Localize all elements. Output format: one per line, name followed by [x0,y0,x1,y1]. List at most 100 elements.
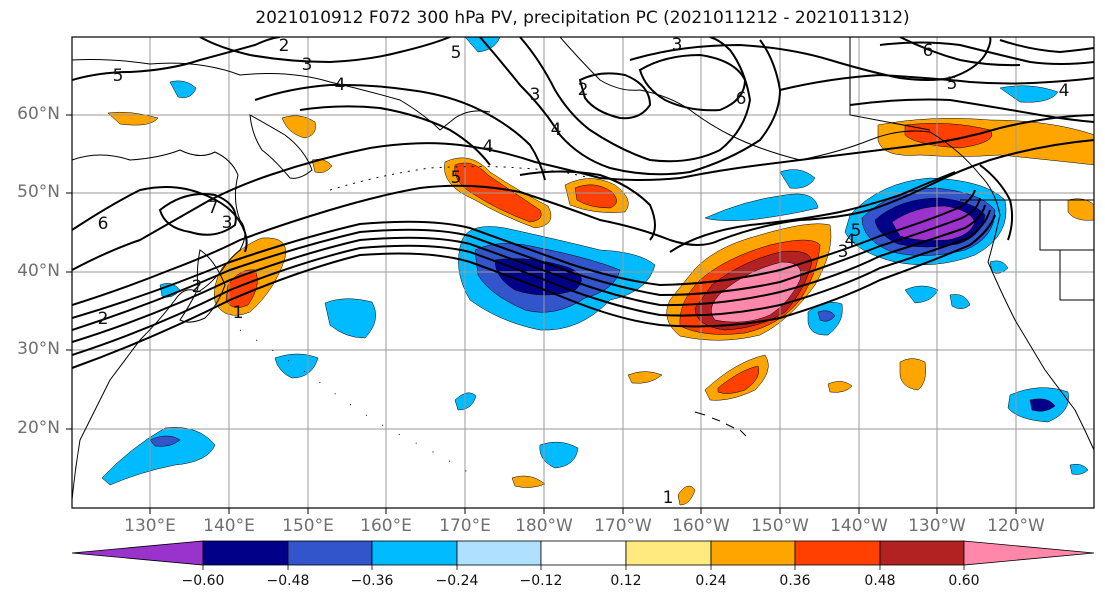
precip-positive-area [574,184,617,209]
precip-negative-area [1029,398,1056,412]
pv-contour-line [519,170,656,241]
contour-label: 2 [98,309,109,329]
contour-label: 1 [233,303,244,323]
colorbar-segment [710,540,796,566]
colorbar-extend-low [71,540,204,566]
precip-positive-area [711,261,802,323]
pv-contour-line [72,197,981,331]
pv-contour-line [158,193,237,236]
pv-contour-line [254,83,546,181]
precip-positive-area [281,115,316,139]
precip-negative-area [324,298,376,339]
pv-contour-line [72,114,1094,271]
precip-positive-area [1067,198,1094,221]
lon-label-120w: 120°W [987,516,1045,536]
colorbar-tick-label: −0.36 [350,573,394,589]
map-title: 2021010912 F072 300 hPa PV, precipitatio… [255,8,910,28]
axis-ticks [66,114,1017,514]
contour-label: 4 [483,137,494,157]
siberia-coastline [72,59,491,131]
lon-label-150w: 150°W [751,516,809,536]
contour-label: 4 [845,231,856,251]
contour-label: 2 [192,277,203,297]
contour-label: 2 [279,36,290,56]
pv-contour-line [999,39,1094,54]
colorbar-tick-label: −0.12 [519,573,563,589]
colorbar-segment [625,540,712,566]
colorbar-extend-high [963,540,1095,566]
pv-contour-line [299,105,491,166]
contour-label: 2 [578,80,589,100]
precip-negative-area [949,294,971,309]
canada-border [849,37,931,131]
pv-contour-line [479,37,782,176]
pv-contour-line [72,204,986,343]
precip-negative-area [779,169,816,189]
colorbar-tick-label: 0.24 [695,573,727,589]
pv-contour-line [72,37,281,81]
lon-label-140e: 140°E [203,516,255,536]
pv-contour-labels: 2 5 3 4 5 3 2 4 6 3 6 5 4 4 5 6 7 3 2 2 … [98,35,1070,508]
pv-contour-line [199,37,451,64]
precip-negative-area [149,435,181,447]
contour-label: 4 [335,75,346,95]
precip-negative-area [904,285,939,304]
contour-label: 6 [736,89,747,109]
gridlines [72,37,1094,508]
lon-label-150e: 150°E [282,516,334,536]
pv-contour-line [578,72,652,120]
contour-label: 3 [302,55,313,75]
precip-negative-area [989,260,1009,274]
precip-negative-area [999,85,1059,103]
contour-label: 6 [923,41,934,61]
contour-label: 4 [551,120,562,140]
contour-label: 1 [663,488,674,508]
lon-label-130w: 130°W [908,516,966,536]
kamchatka-coastline [249,114,313,179]
colorbar-tick-label: 0.12 [610,573,642,589]
contour-label: 3 [530,85,541,105]
pv-contour-line [72,189,976,319]
contour-label: 6 [98,214,109,234]
precip-positive-area [717,365,759,394]
lon-label-160w: 160°W [672,516,730,536]
colorbar-tick-label: −0.60 [181,573,225,589]
lon-label-170e: 170°E [439,516,491,536]
colorbar [71,540,1095,570]
colorbar-tick-label: −0.48 [266,573,310,589]
lon-label-180w: 180°W [515,516,573,536]
precip-negative-area [101,427,216,486]
contour-label: 3 [672,35,683,55]
pv-contour-line [669,171,956,253]
lon-label-130e: 130°E [124,516,176,536]
colorbar-tick-label: 0.48 [864,573,896,589]
pv-contour-line [779,73,1094,91]
colorbar-segment [540,540,627,566]
contour-label: 3 [222,213,233,233]
pv-contour-line [72,209,991,356]
colorbar-segment [371,540,458,566]
map-plot-area: 2 5 3 4 5 3 2 4 6 3 6 5 4 4 5 6 7 3 2 2 … [72,35,1094,508]
alaska-coastline [559,37,1094,451]
colorbar-segment [794,540,881,566]
precip-negative-area [704,193,819,221]
japan-coastline [179,249,226,323]
contour-label: 3 [838,242,849,262]
contour-label: 5 [947,74,958,94]
lat-label-40n: 40°N [17,261,60,281]
asia-coastline [72,149,246,501]
pv-contour-line [72,139,1094,306]
contour-label: 4 [1059,81,1070,101]
pv-contour-line [519,37,752,163]
lon-label-170w: 170°W [594,516,652,536]
colorbar-tick-label: 0.36 [779,573,811,589]
hawaii-islands [694,411,747,437]
lon-label-140w: 140°W [830,516,888,536]
contour-label: 7 [208,198,219,218]
precip-negative-area [817,310,836,322]
colorbar-segment [456,540,542,566]
precip-negative-area [169,80,197,98]
pv-contour-line [979,164,1014,241]
precip-positive-area [627,371,663,384]
